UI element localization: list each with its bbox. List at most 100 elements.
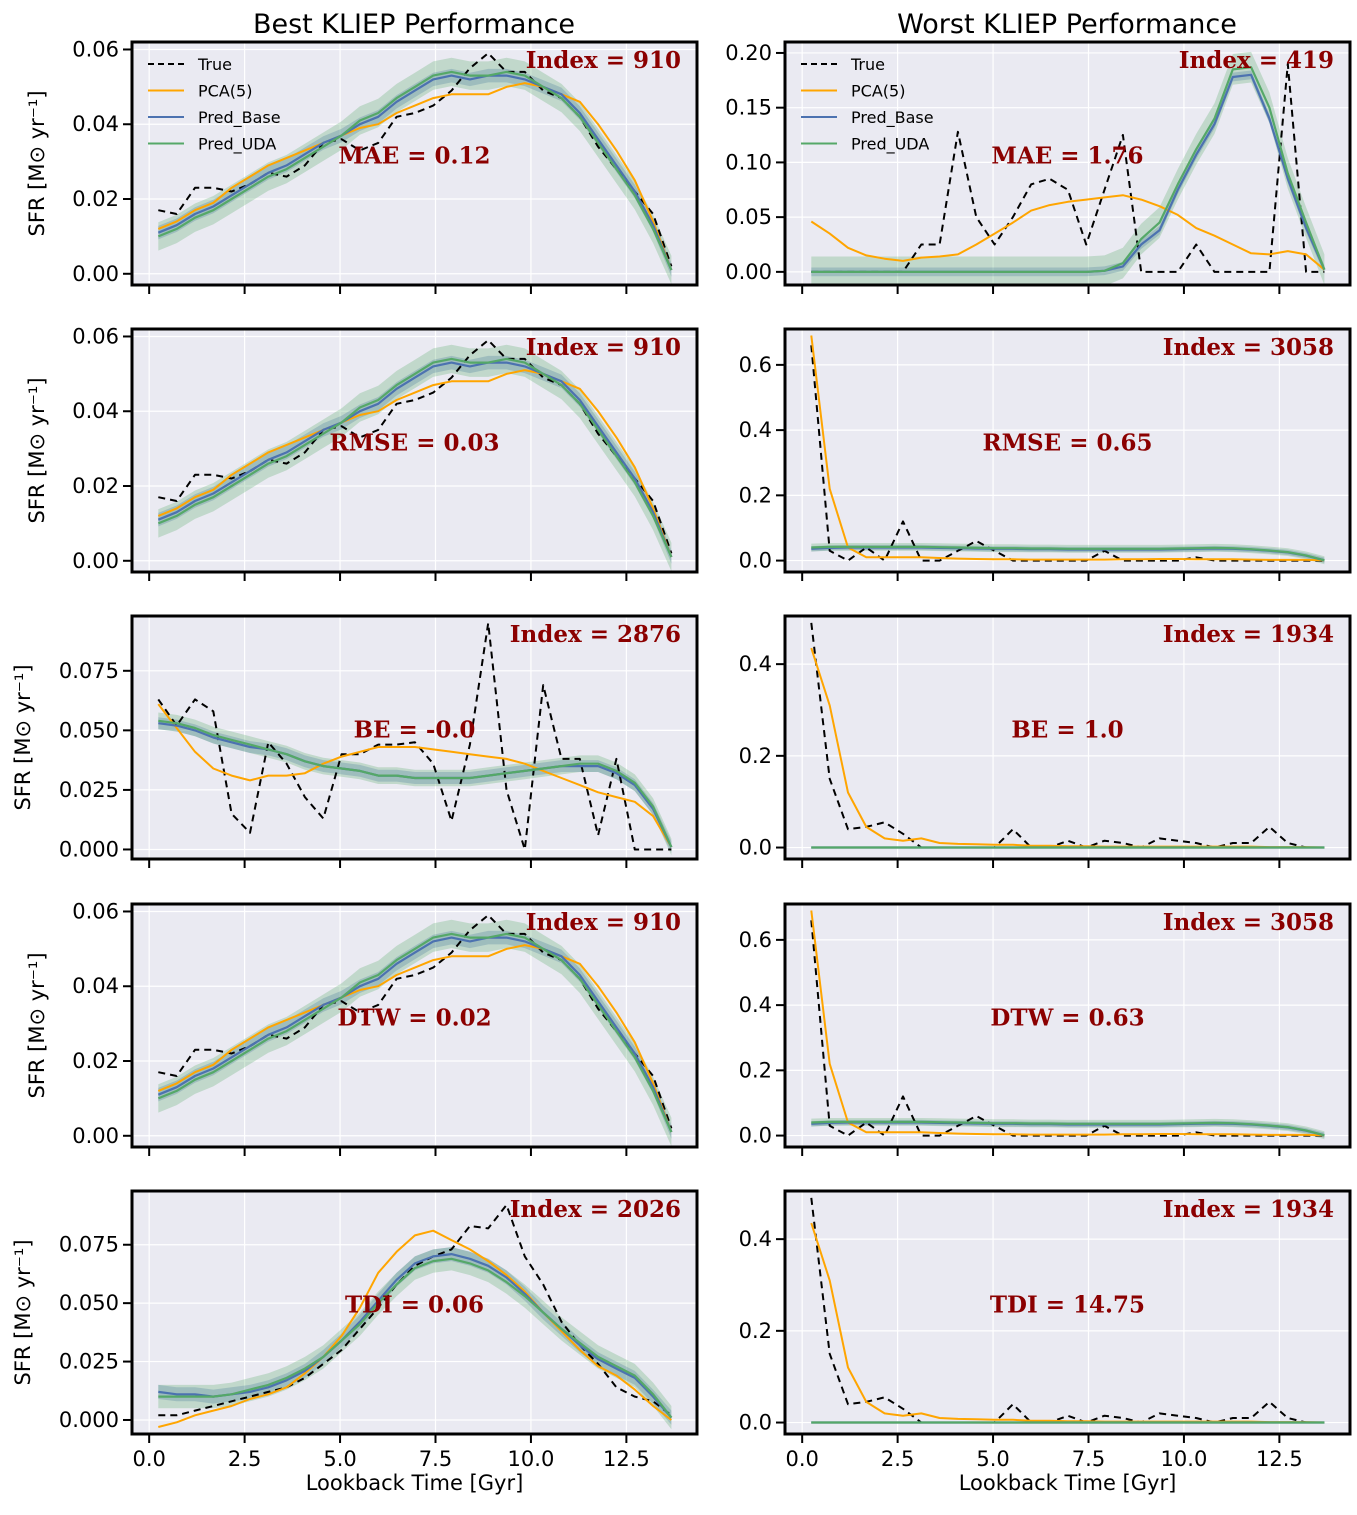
y-tick-label: 0.075 [59,1233,119,1257]
y-tick-label: 0.04 [72,974,119,998]
axes-frame [783,40,1352,287]
column-title-worst: Worst KLIEP Performance [897,9,1237,40]
y-tick-label: 0.025 [59,1350,119,1374]
y-tick-label: 0.02 [72,187,119,211]
series-pred-uda [811,1120,1325,1137]
index-annotation: Index = 3058 [1163,334,1334,361]
plot-area [157,914,673,1147]
y-tick-label: 0.20 [725,41,772,65]
x-tick-label: 2.5 [228,1447,261,1471]
legend: True PCA(5) Pred_Base Pred_UDA [148,55,281,155]
x-tick-label: 5.0 [976,1447,1009,1471]
metric-annotation: TDI = 14.75 [990,1292,1145,1319]
series-true [157,622,672,851]
series-pred-uda [158,719,673,848]
column-title-best: Best KLIEP Performance [253,9,575,40]
series-pca-5- [810,335,1325,562]
y-tick-label: 0.02 [72,1049,119,1073]
y-tick-label: 0.06 [72,899,119,923]
plot-background [132,1191,697,1434]
axes-frame [783,902,1352,1149]
plot-background [132,329,697,572]
panel-3-1: 0.0 0.2 0.4 0.6 Index = 3058 DTW = 0.63 [739,902,1352,1156]
y-tick-label: 0.00 [725,260,772,284]
metric-annotation: BE = 1.0 [1011,717,1123,744]
metric-annotation: MAE = 1.76 [991,143,1143,170]
plot-area [157,339,673,572]
series-pca-5- [157,703,673,848]
y-tick-label: 0.04 [72,112,119,136]
index-annotation: Index = 419 [1179,47,1334,74]
y-tick-label: 0.025 [59,778,119,802]
y-tick-label: 0.10 [725,150,772,174]
plot-area [810,910,1325,1140]
series-pca-5- [810,910,1325,1137]
panel-1-0: 0.00 0.02 0.04 0.06 SFR [M⊙ yr⁻¹] Index = 910… [25,324,699,581]
panel-1-1: 0.0 0.2 0.4 0.6 Index = 3058 RMSE = 0.65 [739,327,1352,581]
y-tick-label: 0.2 [739,1319,772,1343]
plot-area [810,1197,1325,1424]
legend-label: True [850,55,885,74]
legend-label: Pred_Base [851,108,934,128]
y-tick-label: 0.06 [72,37,119,61]
y-tick-label: 0.6 [739,353,772,377]
legend-label: Pred_UDA [851,135,929,155]
series-true [158,1204,673,1417]
band-pred-base [158,68,672,277]
axes-frame [130,614,699,861]
x-tick-label: 10.0 [1161,1447,1208,1471]
plot-area [810,51,1326,285]
y-tick-label: 0.0 [739,1124,772,1148]
x-tick-label: 7.5 [1072,1447,1105,1471]
series-pred-uda [811,545,1325,562]
index-annotation: Index = 2876 [510,621,681,648]
x-tick-label: 5.0 [323,1447,356,1471]
plot-background [785,329,1350,572]
y-tick-label: 0.2 [739,744,772,768]
legend-label: Pred_UDA [198,135,276,155]
panel-0-1: 0.00 0.05 0.10 0.15 0.20 Index = 419 MAE = 1.7… [725,40,1352,294]
series-pred-uda [157,932,673,1133]
metric-annotation: MAE = 0.12 [338,143,490,170]
y-tick-label: 0.06 [72,324,119,348]
y-tick-label: 0.000 [59,1408,119,1432]
axes-frame [783,327,1352,574]
axes-frame [130,40,699,287]
series-pred-uda [811,66,1326,273]
band-pred-base [158,355,672,564]
y-axis-label: SFR [M⊙ yr⁻¹] [11,664,35,810]
axes-frame [130,327,699,574]
y-tick-label: 0.050 [59,1291,119,1315]
y-tick-label: 0.4 [739,652,772,676]
panel-0-0: 0.00 0.02 0.04 0.06 SFR [M⊙ yr⁻¹] Index = 910… [25,37,699,294]
y-tick-label: 0.6 [739,928,772,952]
y-axis-label: SFR [M⊙ yr⁻¹] [25,377,49,523]
series-pca-5- [158,1229,673,1428]
legend-label: Pred_Base [198,108,281,128]
panel-3-0: 0.00 0.02 0.04 0.06 SFR [M⊙ yr⁻¹] Index = 910… [25,899,699,1156]
metric-annotation: RMSE = 0.65 [982,430,1152,457]
band-pred-uda [158,1247,672,1430]
x-tick-label: 12.5 [603,1447,650,1471]
plot-area [810,622,1325,849]
series-pca-5- [157,82,673,271]
band-pred-uda [811,51,1325,285]
plot-background [785,616,1350,859]
series-pred-base [158,1252,673,1419]
metric-annotation: TDI = 0.06 [345,1292,484,1319]
x-tick-label: 10.0 [508,1447,555,1471]
y-tick-label: 0.050 [59,718,119,742]
x-tick-label: 12.5 [1256,1447,1303,1471]
legend-label: PCA(5) [198,82,252,101]
x-tick-label: 2.5 [881,1447,914,1471]
series-pred-uda [158,1257,673,1419]
y-tick-label: 0.075 [59,659,119,683]
y-tick-label: 0.02 [72,474,119,498]
plot-area [157,622,673,856]
panels: 0.00 0.02 0.04 0.06 SFR [M⊙ yr⁻¹] Index = 910… [11,37,1352,1495]
panel-2-0: 0.000 0.025 0.050 0.075 SFR [M⊙ yr⁻¹] Index =… [11,614,699,868]
axes-frame [783,1189,1352,1436]
y-tick-label: 0.2 [739,1058,772,1082]
y-tick-label: 0.15 [725,96,772,120]
band-pred-uda [158,712,672,856]
